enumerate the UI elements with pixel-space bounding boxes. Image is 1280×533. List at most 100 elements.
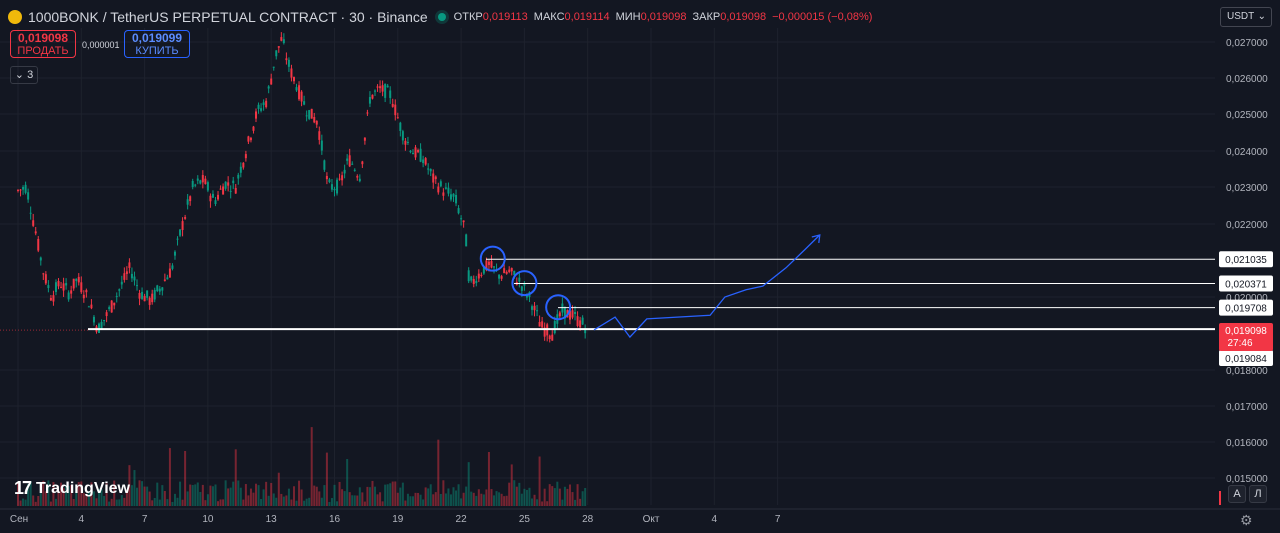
- indicators-collapse-button[interactable]: ⌄ 3: [10, 66, 38, 84]
- volume-bar: [270, 482, 273, 506]
- x-tick-label: 16: [329, 514, 341, 525]
- candle-body: [460, 218, 463, 220]
- volume-bar: [505, 495, 508, 506]
- volume-bar: [95, 498, 98, 506]
- volume-bar: [37, 495, 40, 506]
- volume-bar: [530, 498, 533, 506]
- candle-body: [305, 115, 308, 117]
- volume-axis-marker: [1219, 491, 1221, 505]
- volume-bar: [404, 500, 407, 506]
- level-price-tag: [1219, 251, 1273, 268]
- volume-bar: [447, 488, 450, 506]
- currency-select[interactable]: USDT ⌄: [1220, 7, 1272, 27]
- volume-bar: [518, 482, 521, 506]
- volume-bar: [217, 501, 220, 506]
- volume-bar: [143, 486, 146, 506]
- candle-body: [285, 58, 288, 61]
- volume-bar: [275, 497, 278, 506]
- candle-body: [490, 261, 493, 268]
- volume-bar: [108, 501, 111, 506]
- candle-body: [366, 112, 369, 114]
- volume-bar: [62, 488, 65, 506]
- sell-button[interactable]: 0,019098 ПРОДАТЬ: [10, 30, 76, 58]
- settings-gear-icon[interactable]: ⚙: [1240, 512, 1253, 528]
- candle-body: [300, 91, 303, 102]
- x-tick-label: 13: [266, 514, 278, 525]
- volume-bar: [513, 480, 516, 506]
- candle-body: [465, 234, 468, 247]
- log-scale-button[interactable]: Л: [1249, 485, 1267, 503]
- candle-body: [411, 152, 414, 155]
- volume-bar: [186, 491, 189, 506]
- volume-bar: [465, 486, 468, 506]
- y-tick-label: 0,020000: [1226, 293, 1268, 304]
- candle-body: [525, 294, 528, 298]
- candle-body: [343, 169, 346, 174]
- current-price-label: 0,019098: [1225, 326, 1267, 337]
- candle-body: [87, 306, 90, 308]
- volume-bar: [374, 486, 377, 506]
- candle-body: [32, 220, 35, 226]
- volume-bar: [54, 498, 57, 506]
- candle-body: [452, 193, 455, 197]
- volume-bar: [151, 500, 154, 506]
- candle-body: [219, 188, 222, 190]
- volume-bar: [29, 481, 32, 506]
- candle-body: [125, 271, 128, 274]
- low-label: МИН: [615, 11, 641, 23]
- chart-header: 1000BONK / TetherUS PERPETUAL CONTRACT ·…: [8, 8, 872, 26]
- volume-bar: [411, 496, 414, 506]
- candle-body: [196, 178, 199, 181]
- candle-body: [239, 166, 242, 173]
- auto-scale-label: А: [1233, 488, 1241, 500]
- volume-bar: [386, 484, 389, 506]
- candle-body: [498, 274, 501, 279]
- volume-bar: [115, 499, 118, 506]
- candle-body: [166, 277, 169, 280]
- volume-bar: [80, 481, 83, 506]
- volume-bar: [444, 493, 447, 506]
- symbol-title[interactable]: 1000BONK / TetherUS PERPETUAL CONTRACT ·…: [28, 9, 428, 25]
- candle-body: [224, 181, 227, 189]
- volume-bar: [206, 494, 209, 506]
- volume-bar: [32, 495, 35, 506]
- volume-bar: [449, 494, 452, 506]
- candle-body: [22, 186, 25, 190]
- volume-bar: [315, 486, 318, 506]
- candle-body: [249, 137, 252, 141]
- candle-body: [123, 273, 126, 280]
- candle-body: [118, 289, 121, 291]
- volume-bar: [533, 494, 536, 506]
- candle-body: [57, 280, 60, 287]
- candle-body: [282, 39, 285, 44]
- volume-bar: [579, 498, 582, 506]
- candle-body: [191, 180, 194, 188]
- candle-body: [34, 231, 37, 234]
- volume-bar: [300, 489, 303, 506]
- auto-scale-button[interactable]: А: [1228, 485, 1246, 503]
- volume-bar: [232, 481, 235, 506]
- volume-bar: [558, 488, 561, 506]
- volume-bar: [161, 485, 164, 506]
- volume-bar: [389, 483, 392, 506]
- candle-body: [65, 283, 68, 286]
- candle-body: [376, 86, 379, 88]
- volume-bar: [581, 491, 584, 506]
- volume-bar: [571, 492, 574, 506]
- volume-bar: [467, 462, 470, 506]
- candle-body: [298, 85, 301, 100]
- candle-body: [17, 189, 19, 191]
- candle-body: [351, 163, 354, 165]
- volume-bar: [498, 492, 501, 506]
- buy-button[interactable]: 0,019099 КУПИТЬ: [124, 30, 190, 58]
- volume-bar: [267, 495, 270, 506]
- volume-bar: [487, 452, 490, 506]
- volume-bar: [194, 484, 197, 506]
- candle-body: [386, 85, 389, 88]
- candle-body: [214, 200, 217, 205]
- candle-body: [513, 270, 516, 275]
- candle-body: [49, 297, 52, 301]
- candle-body: [325, 175, 328, 180]
